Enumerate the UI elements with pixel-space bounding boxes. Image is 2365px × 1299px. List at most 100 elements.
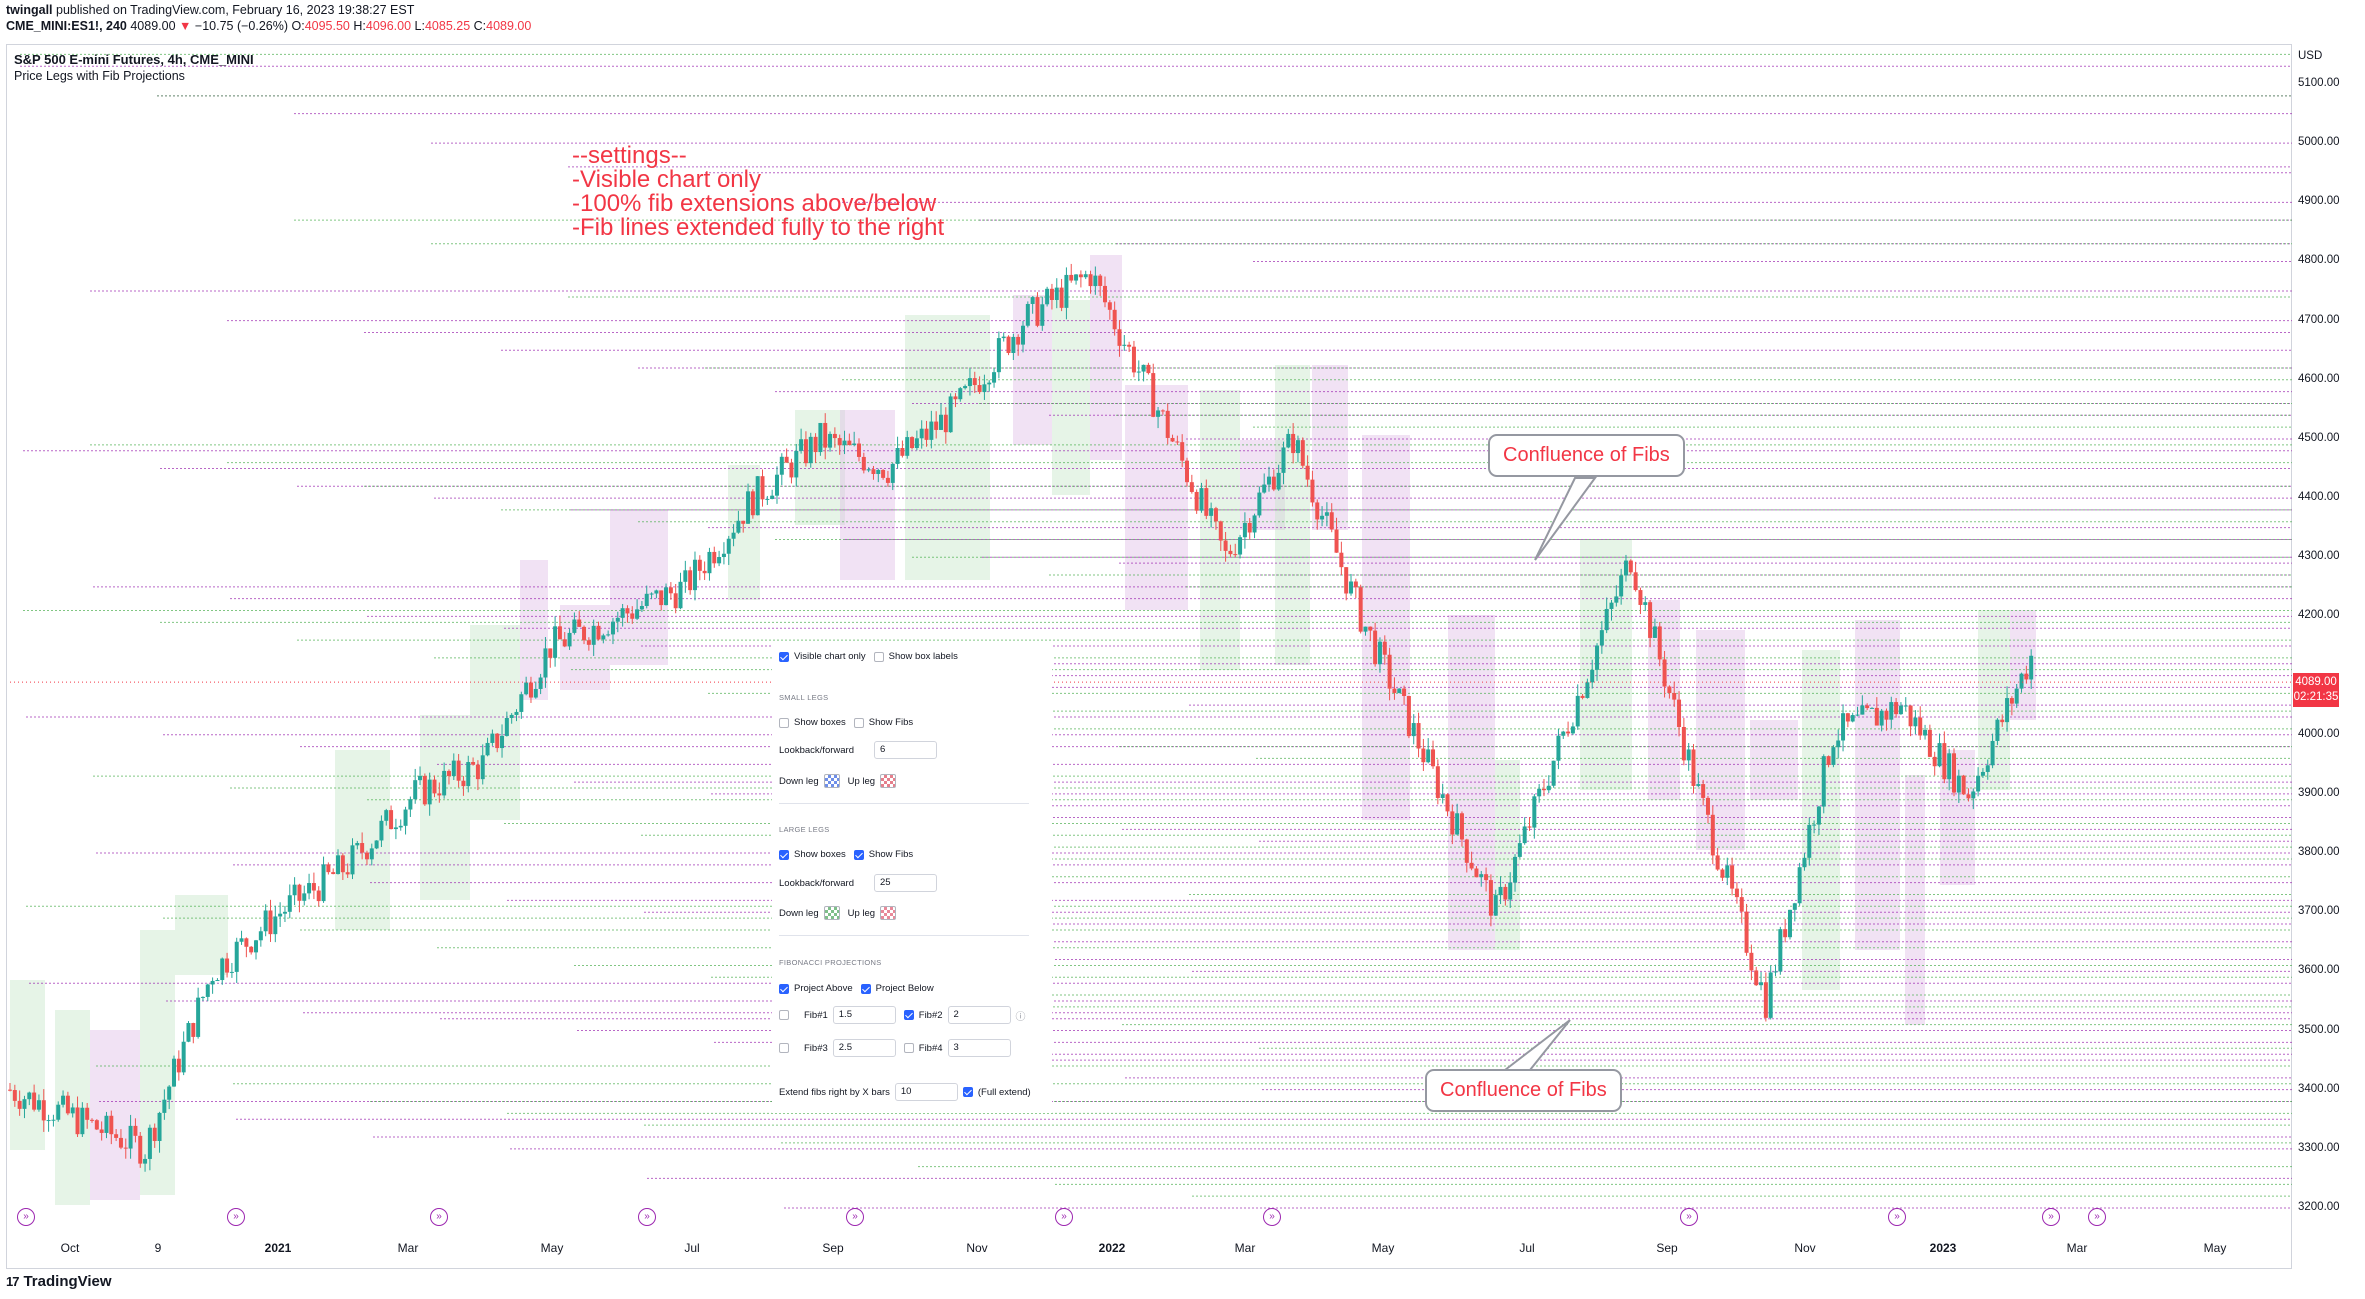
large-show-fibs-label: Show Fibs xyxy=(868,849,914,860)
small-down-leg-color[interactable] xyxy=(823,774,840,788)
candle-up xyxy=(181,1041,186,1073)
candle-up xyxy=(384,810,389,821)
candle-up xyxy=(828,433,833,448)
candle-up xyxy=(229,971,234,973)
fib2-input[interactable]: 2 xyxy=(947,1006,1011,1024)
event-marker-icon[interactable]: » xyxy=(227,1208,245,1226)
indicator-name[interactable]: Price Legs with Fib Projections xyxy=(14,69,185,83)
candle-up xyxy=(1513,856,1518,883)
small-lookback-input[interactable]: 6 xyxy=(874,741,937,759)
fib4-input[interactable]: 3 xyxy=(947,1039,1011,1057)
candle-up xyxy=(1286,433,1291,448)
candle-up xyxy=(1937,743,1942,767)
candle-up xyxy=(639,605,644,610)
candle-up xyxy=(1604,608,1609,631)
extend-input[interactable]: 10 xyxy=(894,1083,958,1101)
candle-up xyxy=(70,1107,75,1114)
large-lookback-input[interactable]: 25 xyxy=(874,874,937,892)
candle-up xyxy=(51,1119,56,1121)
fib1-checkbox[interactable] xyxy=(779,1010,789,1020)
event-marker-icon[interactable]: » xyxy=(17,1208,35,1226)
candle-down xyxy=(1734,888,1739,898)
visible-chart-only-label: Visible chart only xyxy=(794,651,866,662)
candle-up xyxy=(1821,756,1826,807)
candle-up xyxy=(480,755,485,780)
candle-up xyxy=(466,762,471,787)
info-icon[interactable]: ⓘ xyxy=(1015,1011,1026,1023)
small-legs-title: SMALL LEGS xyxy=(779,693,829,702)
fib3-input[interactable]: 2.5 xyxy=(832,1039,896,1057)
event-marker-icon[interactable]: » xyxy=(1263,1208,1281,1226)
fib1-input[interactable]: 1.5 xyxy=(832,1006,896,1024)
candle-up xyxy=(1377,641,1382,665)
candle-down xyxy=(1421,748,1426,763)
small-show-fibs-checkbox[interactable] xyxy=(853,717,864,728)
candle-down xyxy=(2000,719,2005,723)
candle-down xyxy=(1353,581,1358,588)
large-show-fibs-checkbox[interactable] xyxy=(853,849,864,860)
large-up-leg-color[interactable] xyxy=(880,906,897,920)
last-price-tag-value: 4089.00 xyxy=(2295,676,2337,688)
fib4-checkbox[interactable] xyxy=(903,1043,914,1053)
show-box-labels-checkbox[interactable] xyxy=(873,651,884,662)
candle-up xyxy=(27,1092,32,1100)
candle-down xyxy=(1223,540,1228,551)
candle-up xyxy=(1324,512,1329,516)
small-up-leg-color[interactable] xyxy=(880,774,897,788)
candle-up xyxy=(1956,775,1961,793)
candle-up xyxy=(350,845,355,875)
small-show-boxes-checkbox[interactable] xyxy=(779,717,789,728)
candle-down xyxy=(225,958,230,973)
candle-up xyxy=(369,848,374,860)
candle-down xyxy=(1705,797,1710,815)
event-marker-icon[interactable]: » xyxy=(2088,1208,2106,1226)
candle-up xyxy=(379,820,384,841)
event-marker-icon[interactable]: » xyxy=(1888,1208,1906,1226)
candle-down xyxy=(1927,729,1932,757)
candle-down xyxy=(1908,705,1913,727)
event-marker-icon[interactable]: » xyxy=(430,1208,448,1226)
candle-down xyxy=(75,1107,80,1135)
candle-up xyxy=(1860,705,1865,715)
candle-up xyxy=(143,1158,148,1164)
candle-up xyxy=(80,1107,85,1135)
callout-confluence-top[interactable]: Confluence of Fibs xyxy=(1488,434,1685,477)
event-marker-icon[interactable]: » xyxy=(1680,1208,1698,1226)
candle-up xyxy=(1807,824,1812,858)
event-marker-icon[interactable]: » xyxy=(846,1208,864,1226)
candle-down xyxy=(1657,626,1662,660)
event-marker-icon[interactable]: » xyxy=(638,1208,656,1226)
candle-down xyxy=(1691,749,1696,786)
fib2-checkbox[interactable] xyxy=(903,1010,914,1020)
candle-down xyxy=(1469,862,1474,869)
candle-down xyxy=(1291,433,1296,454)
candle-down xyxy=(495,733,500,749)
candle-down xyxy=(1720,869,1725,878)
candle-down xyxy=(924,428,929,440)
large-show-boxes-checkbox[interactable] xyxy=(779,849,789,860)
candle-down xyxy=(475,764,480,780)
event-marker-icon[interactable]: » xyxy=(1055,1208,1073,1226)
chart-frame[interactable] xyxy=(6,44,2292,1269)
candle-up xyxy=(664,587,669,606)
fib3-label: Fib#3 xyxy=(804,1042,828,1054)
fib3-checkbox[interactable] xyxy=(779,1043,789,1053)
candle-up xyxy=(167,1086,172,1100)
candle-up xyxy=(1440,794,1445,798)
large-down-leg-color[interactable] xyxy=(823,906,840,920)
event-marker-icon[interactable]: » xyxy=(2042,1208,2060,1226)
callout-confluence-bottom[interactable]: Confluence of Fibs xyxy=(1425,1069,1622,1112)
visible-chart-only-checkbox[interactable] xyxy=(779,651,789,662)
small-lookback-label: Lookback/forward xyxy=(779,744,854,756)
candle-up xyxy=(1696,784,1701,786)
candle-down xyxy=(1402,688,1407,697)
candle-down xyxy=(1131,346,1136,373)
candle-up xyxy=(1831,747,1836,765)
project-below-checkbox[interactable] xyxy=(860,983,871,994)
candle-up xyxy=(1869,707,1874,709)
project-above-checkbox[interactable] xyxy=(779,983,789,994)
candle-up xyxy=(890,463,895,483)
candle-up xyxy=(393,827,398,830)
full-extend-checkbox[interactable] xyxy=(962,1087,973,1097)
